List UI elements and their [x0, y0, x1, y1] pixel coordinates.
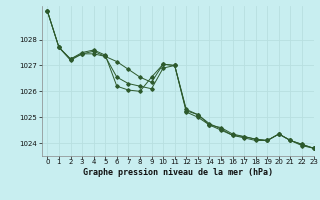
X-axis label: Graphe pression niveau de la mer (hPa): Graphe pression niveau de la mer (hPa)	[83, 168, 273, 177]
